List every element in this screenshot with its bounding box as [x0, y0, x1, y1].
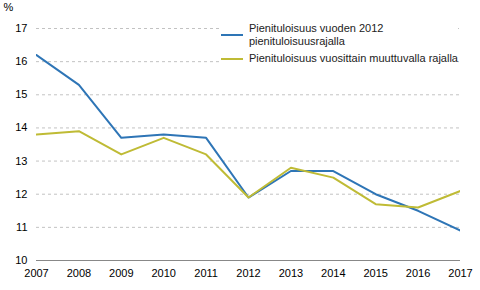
svg-text:2017: 2017: [448, 267, 472, 279]
html-text:Pienituloisuus vuosittain muut: Pienituloisuus vuosittain muuttuvalla ra…: [248, 52, 458, 65]
svg-text:14: 14: [15, 121, 27, 133]
svg-text:2008: 2008: [67, 267, 91, 279]
svg-text:16: 16: [15, 55, 27, 67]
svg-text:13: 13: [15, 155, 27, 167]
svg-text:2014: 2014: [321, 267, 345, 279]
svg-text:2011: 2011: [194, 267, 218, 279]
svg-text:2007: 2007: [24, 267, 48, 279]
svg-text:2012: 2012: [236, 267, 260, 279]
svg-text:2009: 2009: [109, 267, 133, 279]
svg-text:%: %: [4, 1, 14, 13]
svg-text:2013: 2013: [279, 267, 303, 279]
svg-text:2016: 2016: [406, 267, 430, 279]
svg-text:15: 15: [15, 88, 27, 100]
html-text:Pienituloisuus vuoden 2012 pie: Pienituloisuus vuoden 2012 pienituloisuu…: [248, 22, 384, 48]
svg-text:17: 17: [15, 22, 27, 34]
svg-text:2010: 2010: [151, 267, 175, 279]
svg-text:12: 12: [15, 188, 27, 200]
svg-text:2015: 2015: [363, 267, 387, 279]
svg-text:10: 10: [15, 254, 27, 266]
svg-text:11: 11: [16, 221, 27, 233]
